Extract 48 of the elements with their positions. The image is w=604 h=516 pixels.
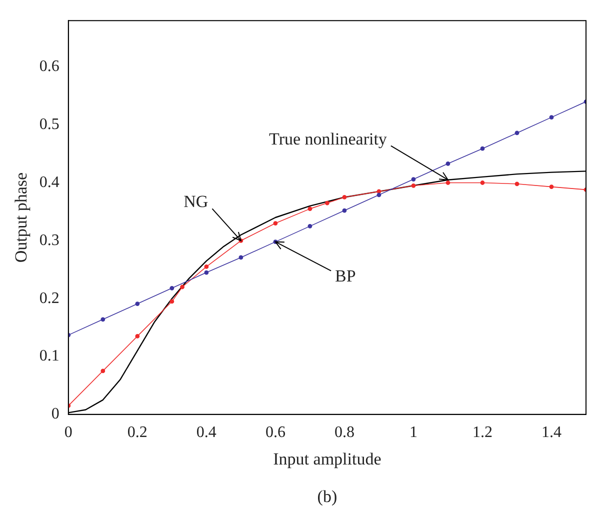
point [170, 299, 174, 304]
point [480, 180, 485, 185]
x-tick-label: 0 [64, 424, 72, 442]
y-tick-label: 0 [51, 406, 60, 423]
point [135, 334, 140, 338]
point [100, 317, 106, 322]
point [446, 161, 450, 166]
point [411, 183, 416, 188]
x-tick-label: 1 [409, 424, 418, 442]
text: (b) [317, 486, 338, 506]
y-tick-label: 0.6 [39, 58, 60, 76]
x-tick-label: 0.2 [127, 424, 148, 442]
point [325, 200, 330, 206]
point [100, 368, 106, 374]
point [308, 206, 312, 212]
point [480, 146, 485, 151]
y-tick-label: 0.2 [39, 290, 60, 307]
y-tick-label: 0.3 [39, 232, 60, 249]
x-tick-label: 0.4 [196, 424, 216, 442]
y-axis-title: Output phase [12, 172, 31, 263]
point [514, 182, 520, 186]
point [549, 115, 554, 120]
point [204, 264, 209, 269]
point [342, 208, 347, 213]
point [135, 302, 140, 306]
x-tick-label: 0.8 [334, 424, 354, 442]
point [180, 284, 184, 290]
point [204, 270, 209, 275]
x-tick-label: 1.2 [472, 424, 492, 442]
text: BP [335, 266, 356, 286]
point [446, 180, 450, 185]
text: True nonlinearity [269, 129, 388, 148]
point [170, 286, 174, 290]
point [411, 177, 416, 182]
x-tick-label: 0.6 [265, 424, 286, 442]
x-tick-label: 1.4 [541, 424, 562, 442]
point [238, 255, 244, 260]
point [376, 192, 382, 198]
point [514, 130, 520, 136]
point [342, 195, 347, 200]
point [549, 184, 554, 190]
point [308, 224, 312, 228]
y-tick-label: 0.4 [39, 174, 60, 191]
y-tick-label: 0.5 [39, 116, 60, 134]
text: NG [184, 192, 208, 212]
y-tick-label: 0.1 [39, 348, 60, 365]
x-axis-title: Input amplitude [273, 449, 382, 468]
point [273, 221, 278, 226]
